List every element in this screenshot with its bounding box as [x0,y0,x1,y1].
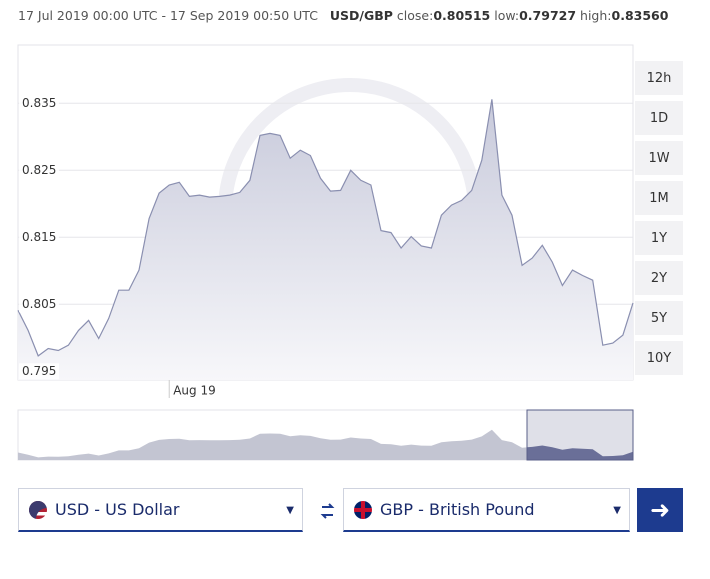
range-button[interactable]: 12h [635,61,683,95]
from-select[interactable]: USD - US Dollar ▼ [18,488,303,532]
y-tick-bg [19,162,59,179]
close-value: 0.80515 [433,8,491,23]
header: 17 Jul 2019 00:00 UTC - 17 Sep 2019 00:5… [18,8,668,23]
range-button[interactable]: 1M [635,181,683,215]
swap-icon[interactable] [320,503,335,519]
y-tick-bg [19,229,59,246]
range-button[interactable]: 2Y [635,261,683,295]
pair: USD/GBP [329,8,393,23]
y-tick-label: 0.835 [22,96,56,110]
x-tick-label: Aug 19 [173,384,216,398]
to-select[interactable]: GBP - British Pound ▼ [343,488,630,532]
range-button[interactable]: 1D [635,101,683,135]
from-currency: USD - US Dollar [55,500,180,519]
caret: ▼ [286,505,294,516]
price-line [17,99,634,357]
navigator-area-selected [527,445,633,460]
high-label: high: [580,8,612,23]
close-label: close: [396,8,434,23]
y-tick-label: 0.805 [22,297,56,311]
date-range: 17 Jul 2019 00:00 UTC - 17 Sep 2019 00:5… [18,8,318,23]
high-value: 0.83560 [611,8,669,23]
range-button[interactable]: 1Y [635,221,683,255]
low-value: 0.79727 [519,8,577,23]
y-tick-label: 0.795 [22,364,56,378]
range-button[interactable]: 1W [635,141,683,175]
flag-us [29,500,47,519]
navigator-area [18,429,633,460]
flag-uk [354,500,372,519]
range-button[interactable]: 5Y [635,301,683,335]
y-tick-label: 0.825 [22,163,56,177]
y-tick-bg [19,296,59,313]
y-tick-bg [19,95,59,112]
caret: ▼ [613,505,621,516]
low-label: low: [494,8,520,23]
to-currency: GBP - British Pound [380,500,535,519]
navigator-window[interactable] [526,409,634,461]
range-button[interactable]: 10Y [635,341,683,375]
y-tick-label: 0.815 [22,230,56,244]
convert-button[interactable]: ➜ [637,488,683,532]
y-tick-bg [19,363,59,380]
